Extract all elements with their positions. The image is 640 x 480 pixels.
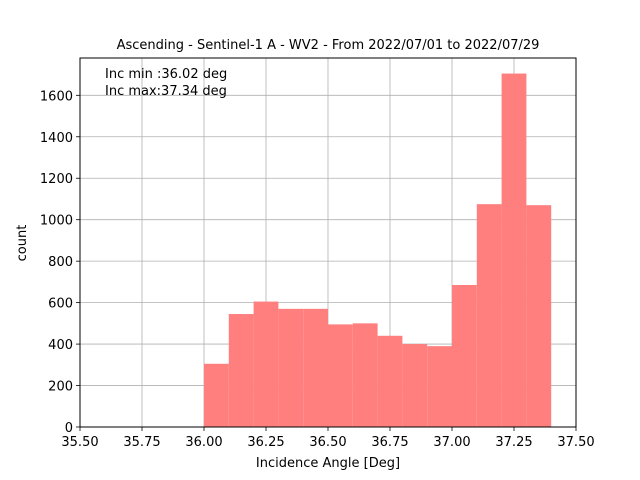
annotation-inc-max: Inc max:37.34 deg [105,84,227,99]
x-axis-label: Incidence Angle [Deg] [256,456,400,471]
y-tick-label: 1000 [40,214,73,229]
histogram-bar [328,324,353,427]
histogram-bars [204,73,552,427]
histogram-bar [476,204,502,427]
histogram-bar [228,314,254,427]
x-tick-label: 37.25 [495,435,532,450]
y-tick-label: 600 [48,297,73,312]
y-axis-label: count [15,225,30,262]
histogram-bar [402,344,428,427]
y-tick-label: 200 [48,380,73,395]
x-tick-label: 36.00 [185,435,222,450]
x-tick-label: 35.50 [61,435,98,450]
y-tick-label: 1600 [40,89,73,104]
y-tick-label: 1400 [40,131,73,146]
y-axis-ticks: 0 200 400 600 800 1000 1200 1400 1600 [40,89,80,436]
histogram-bar [303,308,328,427]
x-tick-label: 37.00 [433,435,470,450]
y-tick-label: 1200 [40,172,73,187]
x-tick-label: 35.75 [123,435,160,450]
histogram-bar [427,346,452,427]
histogram-bar [204,363,229,427]
x-tick-label: 37.50 [557,435,594,450]
x-tick-label: 36.25 [247,435,284,450]
y-tick-label: 400 [48,338,73,353]
histogram-bar [526,205,552,427]
histogram-bar [253,301,279,427]
x-tick-label: 36.50 [309,435,346,450]
x-axis-ticks: 35.50 35.75 36.00 36.25 36.50 36.75 37.00 37.25… [61,427,595,450]
histogram-bar [352,323,378,427]
histogram-bar [278,308,304,427]
annotation-inc-min: Inc min :36.02 deg [105,67,227,82]
histogram-bar [452,284,477,427]
histogram-bar [377,335,403,427]
histogram-bar [501,73,527,427]
chart-title: Ascending - Sentinel-1 A - WV2 - From 20… [117,38,540,53]
y-tick-label: 0 [65,421,73,436]
y-tick-label: 800 [48,255,73,270]
x-tick-label: 36.75 [371,435,408,450]
